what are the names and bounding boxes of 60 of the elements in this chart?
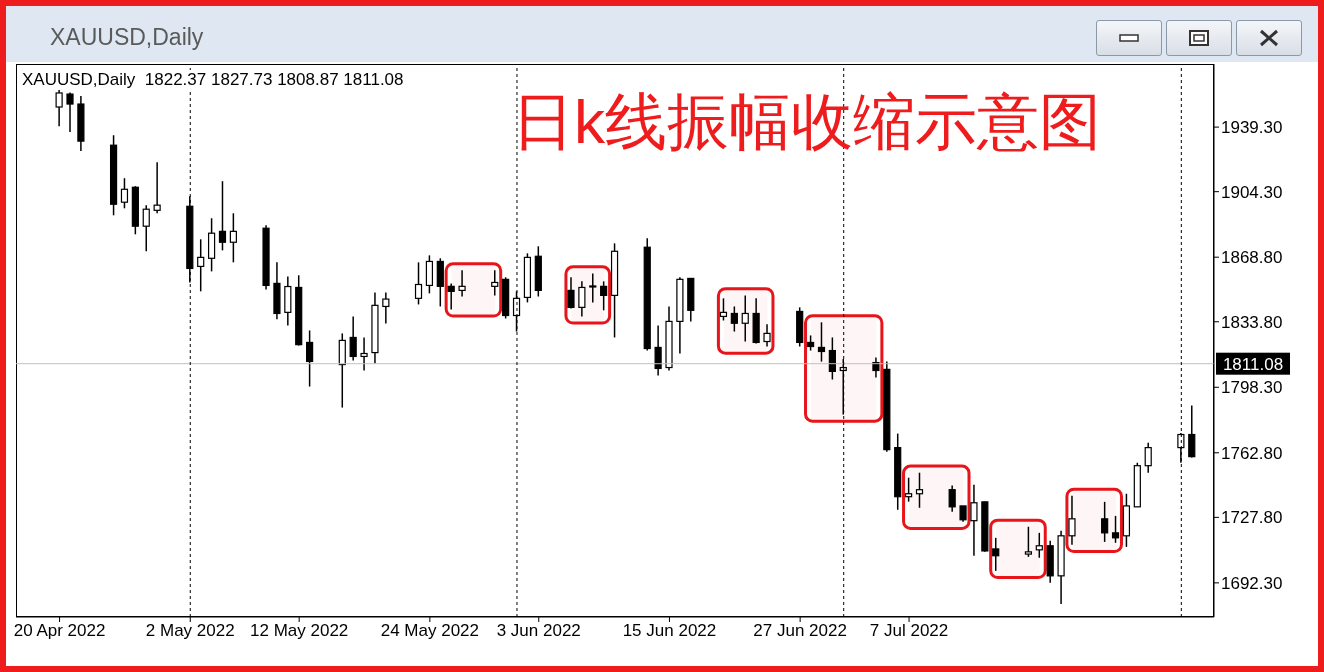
candlestick <box>578 280 586 318</box>
y-tick-label: 1762.80 <box>1221 443 1283 463</box>
candlestick <box>905 476 913 503</box>
candlestick <box>1101 501 1109 543</box>
candlestick <box>915 471 924 509</box>
candlestick <box>567 276 575 310</box>
candlestick <box>218 180 227 252</box>
candlestick <box>360 336 368 372</box>
candlestick <box>491 269 499 297</box>
candlestick <box>1024 526 1033 558</box>
y-tick-label: 1692.30 <box>1221 573 1283 593</box>
candlestick <box>654 324 662 377</box>
x-tick-label: 27 Jun 2022 <box>753 621 847 641</box>
candlestick <box>425 254 434 295</box>
x-tick-label: 15 Jun 2022 <box>622 621 717 641</box>
candlestick <box>1144 441 1152 474</box>
candlestick <box>153 161 161 215</box>
candlestick <box>229 212 237 264</box>
candlestick <box>828 336 836 381</box>
candlestick <box>1188 404 1196 459</box>
x-tick-label: 7 Jul 2022 <box>869 621 949 641</box>
candlestick <box>349 315 357 362</box>
annotation: XAUUSD,Daily 1822.37 1827.73 1808.87 1811.08 <box>22 70 404 90</box>
candlestick <box>458 269 466 298</box>
candlestick <box>1068 495 1076 546</box>
y-tick-label: 1904.30 <box>1221 182 1283 202</box>
candlestick <box>197 238 205 293</box>
x-tick-label: 24 May 2022 <box>380 621 479 641</box>
candlestick <box>120 177 129 210</box>
candlestick <box>817 321 826 363</box>
candlestick <box>447 282 455 311</box>
candlestick <box>382 291 390 325</box>
candlestick <box>589 272 597 304</box>
candlestick <box>1111 515 1120 544</box>
y-tick-label: 1727.80 <box>1221 508 1283 528</box>
candlestick <box>1035 532 1043 559</box>
candlestick <box>741 294 749 343</box>
chart-subtitle: XAUUSD,Daily <box>50 24 204 51</box>
candlestick <box>763 323 771 348</box>
candlestick <box>872 356 880 379</box>
y-tick-label: 1833.80 <box>1221 312 1283 332</box>
candlestick <box>970 483 978 557</box>
candlestick <box>948 484 956 513</box>
x-tick-label: 20 Apr 2022 <box>13 621 106 641</box>
candlestick <box>142 204 150 253</box>
candlestick <box>992 537 1000 572</box>
y-tick-label: 1939.30 <box>1221 118 1283 138</box>
x-tick-label: 2 May 2022 <box>145 621 235 641</box>
ref-line-label: 1811.08 <box>1222 354 1284 374</box>
x-tick-label: 12 May 2022 <box>250 621 349 641</box>
candlestick <box>719 297 728 322</box>
candlestick <box>730 305 738 333</box>
y-tick-label: 1798.30 <box>1221 378 1283 398</box>
candlestick <box>306 329 314 388</box>
x-tick-label: 3 Jun 2022 <box>496 621 581 641</box>
candlestick <box>600 280 608 312</box>
candlestick <box>414 261 423 306</box>
candlestick <box>66 91 74 133</box>
chart-title: 日k线振幅收缩示意图 <box>512 86 1101 158</box>
y-tick-label: 1868.80 <box>1221 248 1283 268</box>
